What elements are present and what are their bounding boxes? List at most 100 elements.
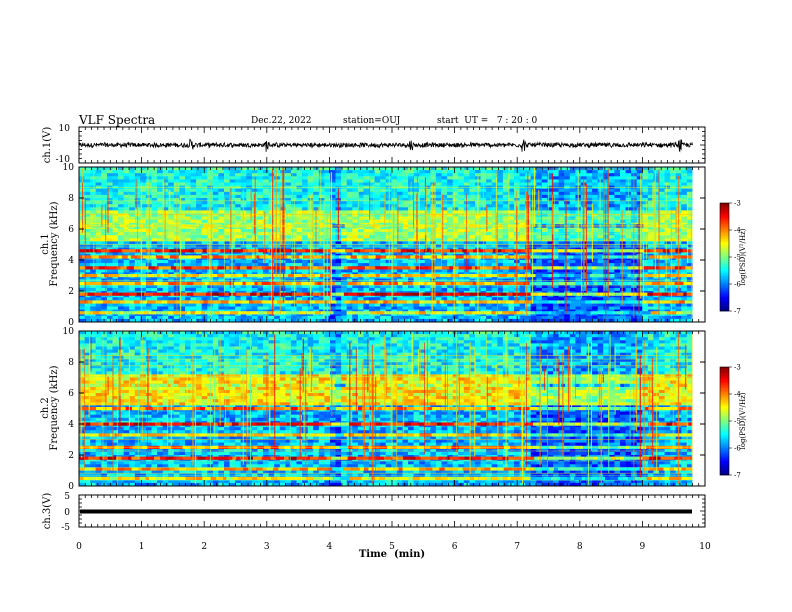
spectrogram-cell	[486, 207, 492, 211]
spectrogram-cell	[508, 179, 515, 183]
spectrogram-cell	[402, 191, 409, 196]
spectrogram-cell	[608, 170, 615, 174]
spectrogram-cell	[424, 229, 431, 233]
station-label: station=OUJ	[343, 116, 401, 126]
spectrogram-cell	[569, 297, 576, 301]
spectrogram-cell	[263, 318, 269, 322]
spectrogram-cell	[469, 210, 476, 214]
spectrogram-cell	[207, 315, 214, 320]
spectrogram-cell	[469, 173, 476, 177]
spectrogram-cell	[129, 219, 136, 224]
spectrogram-cell	[95, 176, 102, 180]
spectrogram-cell	[296, 213, 303, 217]
spectrogram-cell	[447, 269, 453, 273]
spectrogram-cell	[519, 170, 526, 174]
spectrogram-cell	[162, 284, 169, 289]
spectrogram-cell	[408, 235, 414, 239]
spectrogram-cell	[101, 306, 108, 310]
spectrogram-cell	[134, 213, 141, 217]
spectrogram-cell	[486, 170, 492, 174]
spectrogram-cell	[101, 269, 108, 273]
spectrogram-cell	[396, 207, 403, 211]
spectrogram-cell	[357, 269, 364, 273]
spectrogram-cell	[251, 287, 258, 292]
spectrogram-cell	[508, 191, 515, 196]
spectrogram-cell	[564, 204, 571, 208]
spectrogram-cell	[402, 260, 409, 264]
spectrogram-cell	[84, 269, 91, 273]
spectrogram-cell	[201, 219, 208, 224]
spectrogram-cell	[84, 207, 91, 211]
spectrogram-cell	[285, 201, 292, 205]
spectrogram-cell	[263, 287, 269, 292]
spectrogram-cell	[118, 219, 124, 224]
spectrogram-cell	[218, 204, 225, 208]
spectrogram-cell	[458, 207, 465, 211]
spectrogram-cell	[112, 182, 119, 186]
spectrogram-cell	[413, 318, 420, 322]
spectrogram-cell	[140, 207, 147, 211]
spectrogram-cell	[569, 188, 576, 193]
spectrogram-cell	[285, 213, 292, 217]
spectrogram-cell	[486, 210, 492, 214]
spectrogram-cell	[190, 191, 197, 196]
spectrogram-cell	[502, 201, 509, 205]
spectrogram-cell	[302, 219, 308, 224]
spectrogram-cell	[140, 303, 147, 307]
spectrogram-cell	[118, 260, 124, 264]
spectrogram-cell	[452, 244, 459, 248]
spectrogram-cell	[497, 179, 504, 183]
spectrogram-cell	[430, 303, 437, 307]
spectrogram-cell	[558, 235, 565, 239]
spectrogram-cell	[335, 303, 342, 307]
spectrogram-cell	[508, 284, 515, 289]
spectrogram-cell	[101, 201, 108, 205]
spectrogram-cell	[318, 170, 325, 174]
spectrogram-cell	[357, 170, 364, 174]
spectrogram-cell	[408, 284, 414, 289]
spectrogram-cell	[569, 179, 576, 183]
spectrogram-cell	[290, 263, 297, 267]
spectrogram-cell	[274, 173, 281, 177]
spectrogram-cell	[112, 318, 119, 322]
spectrogram-cell	[251, 170, 258, 174]
spectrogram-cell	[452, 241, 459, 245]
spectrogram-cell	[430, 284, 437, 289]
spectrogram-cell	[274, 191, 281, 196]
spectrogram-cell	[151, 198, 158, 202]
spectrogram-cell	[157, 173, 163, 177]
spectrogram-cell	[374, 179, 381, 183]
spectrogram-cell	[497, 318, 504, 322]
spectrogram-cell	[603, 179, 610, 183]
spectrogram-cell	[106, 269, 113, 273]
spectrogram-cell	[424, 235, 431, 239]
spectrogram-cell	[491, 207, 498, 211]
spectrogram-cell	[224, 318, 230, 322]
spectrogram-cell	[179, 241, 186, 245]
spectrogram-cell	[385, 315, 392, 320]
spectrogram-cell	[240, 244, 247, 248]
spectrogram-cell	[106, 170, 113, 174]
spectrogram-cell	[229, 306, 236, 310]
spectrogram-cell	[525, 306, 532, 310]
spectrogram-cell	[190, 188, 197, 193]
spectrogram-cell	[263, 284, 269, 289]
spectrogram-cell	[118, 241, 124, 245]
spectrogram-cell	[525, 287, 532, 292]
spectrogram-cell	[541, 269, 548, 273]
spectrogram-cell	[586, 170, 593, 174]
spectrogram-cell	[463, 241, 470, 245]
spectrogram-cell	[452, 170, 459, 174]
spectrogram-cell	[435, 219, 442, 224]
spectrogram-cell	[519, 173, 526, 177]
spectrogram-cell	[285, 210, 292, 214]
spectrogram-cell	[101, 284, 108, 289]
spectrogram-cell	[79, 235, 85, 239]
spectrogram-cell	[274, 263, 281, 267]
spectrogram-cell	[430, 229, 437, 233]
spectrogram-cell	[346, 173, 353, 177]
spectrogram-cell	[302, 287, 308, 292]
spectrogram-cell	[79, 287, 85, 292]
spectrogram-cell	[134, 260, 141, 264]
spectrogram-cell	[290, 219, 297, 224]
